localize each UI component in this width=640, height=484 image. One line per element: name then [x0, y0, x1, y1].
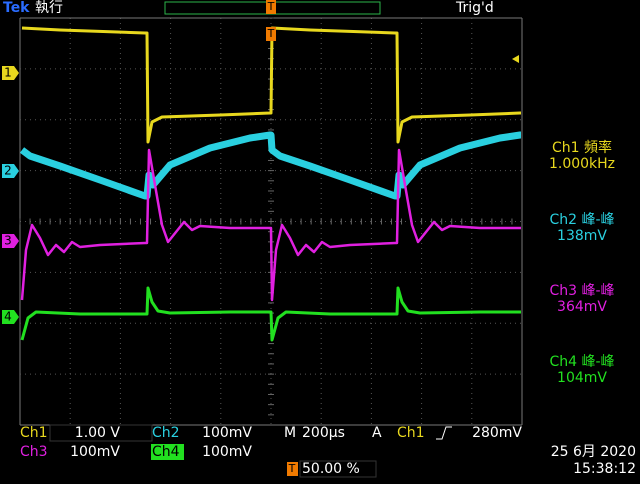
- ch4-label-bg: [151, 444, 184, 460]
- timebase-label: M: [284, 425, 296, 441]
- trigger-marker: T: [267, 0, 275, 13]
- ch2-marker-label: 2: [4, 164, 12, 178]
- ch4-marker: [2, 310, 19, 324]
- ch4-marker-label: 4: [4, 310, 12, 324]
- trigger-slope-icon: [436, 426, 452, 440]
- waveforms: [19, 26, 524, 342]
- ch1-marker-label: 1: [4, 66, 12, 80]
- cyan-waveform: [19, 131, 524, 200]
- ch3-marker: [2, 234, 19, 248]
- trigger-marker: T: [267, 27, 275, 40]
- trigger-level-marker: [512, 55, 519, 63]
- measurement-value: 364mV: [557, 299, 607, 315]
- measurement-value: 104mV: [557, 370, 607, 386]
- brand: Tek: [3, 0, 30, 16]
- trigger-status: Trig'd: [455, 0, 494, 16]
- status-bar: Ch1 1.00 V Ch2 100mV M 200µs A Ch1 280mV…: [20, 424, 636, 478]
- channel-scale: 1.00 V: [75, 425, 121, 441]
- yellow-waveform: [21, 26, 522, 144]
- measurement-label: Ch1 頻率: [552, 139, 612, 156]
- position-box: [299, 460, 377, 478]
- scale-box: [49, 424, 153, 442]
- ch1-marker: [2, 66, 19, 80]
- channel-scale: 100mV: [202, 444, 252, 460]
- measurement-label: Ch4 峰-峰: [549, 354, 614, 370]
- trigger-source: Ch1: [397, 425, 425, 441]
- ch3-marker-label: 3: [4, 234, 12, 248]
- channel-markers: 1 2 3 4: [2, 66, 19, 324]
- measurement-label: Ch3 峰-峰: [549, 283, 614, 299]
- trigger-pos-marker: [266, 27, 276, 41]
- date: 25 6月 2020: [551, 444, 636, 460]
- trigger-level: 280mV: [472, 425, 522, 441]
- time: 15:38:12: [573, 461, 636, 477]
- channel-name: Ch2: [152, 425, 180, 441]
- trigger-mode: A: [372, 425, 382, 441]
- channel-name: Ch3: [20, 444, 48, 460]
- green-waveform: [20, 286, 522, 342]
- measurement-value: 138mV: [557, 228, 607, 244]
- trigger-pos-top: [266, 0, 276, 14]
- timebase-value: 200µs: [302, 425, 345, 441]
- channel-name: Ch1: [20, 425, 48, 441]
- measurement-label: Ch2 峰-峰: [549, 212, 614, 228]
- trigger-pos-icon: [287, 462, 298, 476]
- channel-scale: 100mV: [70, 444, 120, 460]
- ch2-marker: [2, 164, 19, 178]
- channel-scale: 100mV: [202, 425, 252, 441]
- magenta-waveform: [20, 148, 522, 302]
- trigger-pos-icon-label: T: [288, 462, 296, 475]
- measurement-value: 1.000kHz: [549, 156, 615, 172]
- channel-name: Ch4: [152, 444, 180, 460]
- trigger-position: 50.00 %: [302, 461, 360, 477]
- run-status: 執行: [35, 0, 63, 16]
